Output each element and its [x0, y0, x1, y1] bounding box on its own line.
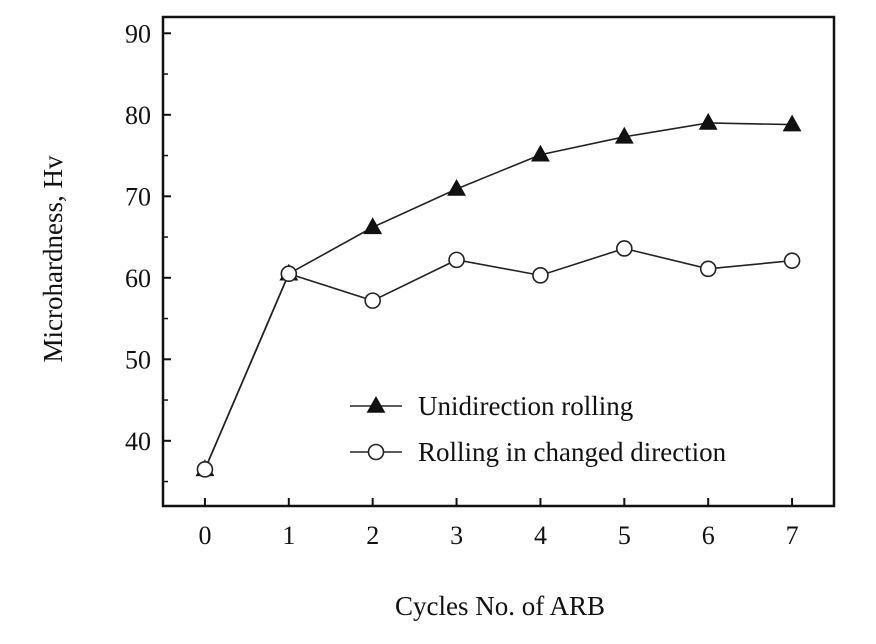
data-point-circle — [196, 461, 214, 478]
data-point-triangle — [363, 217, 383, 235]
x-tick-label: 1 — [282, 521, 295, 550]
legend-marker-triangle — [366, 395, 386, 413]
y-tick-label: 80 — [125, 101, 151, 130]
data-point-circle — [532, 267, 549, 284]
x-tick-label: 0 — [198, 521, 211, 550]
data-point-triangle — [614, 126, 634, 144]
legend-label: Rolling in changed direction — [418, 437, 727, 467]
series-line-2 — [204, 247, 793, 470]
data-point-circle — [616, 240, 633, 257]
data-point-circle — [699, 260, 717, 278]
data-point-triangle — [531, 144, 550, 162]
series-layer — [195, 112, 802, 478]
y-tick-label: 70 — [125, 182, 151, 211]
data-point-triangle — [782, 114, 802, 132]
y-axis-title: Microhardness, Hv — [38, 155, 68, 362]
y-tick-label: 90 — [125, 19, 151, 48]
data-point-circle — [364, 292, 381, 309]
y-axis: 40 50 60 70 80 90 — [125, 19, 171, 483]
data-point-triangle — [447, 178, 466, 196]
data-point-triangle — [698, 112, 718, 130]
data-point-circle — [783, 252, 801, 269]
y-tick-label: 40 — [125, 427, 151, 456]
series-line-1 — [204, 122, 793, 470]
y-tick-label: 50 — [125, 345, 151, 374]
data-point-circle — [280, 265, 298, 283]
y-tick-label: 60 — [125, 264, 151, 293]
legend-marker-circle — [367, 443, 385, 461]
x-tick-label: 6 — [702, 521, 715, 550]
data-point-circle — [448, 251, 465, 269]
x-tick-label: 7 — [786, 521, 799, 550]
x-tick-label: 4 — [534, 521, 547, 550]
x-tick-label: 2 — [366, 521, 379, 550]
legend-label: Unidirection rolling — [418, 391, 633, 421]
x-tick-label: 5 — [618, 521, 631, 550]
plot-frame — [161, 15, 836, 508]
x-axis: 0 1 2 3 4 5 6 7 — [198, 498, 799, 550]
x-tick-label: 3 — [450, 521, 463, 550]
x-axis-title: Cycles No. of ARB — [395, 591, 605, 621]
legend: Unidirection rolling Rolling in changed d… — [350, 391, 727, 467]
